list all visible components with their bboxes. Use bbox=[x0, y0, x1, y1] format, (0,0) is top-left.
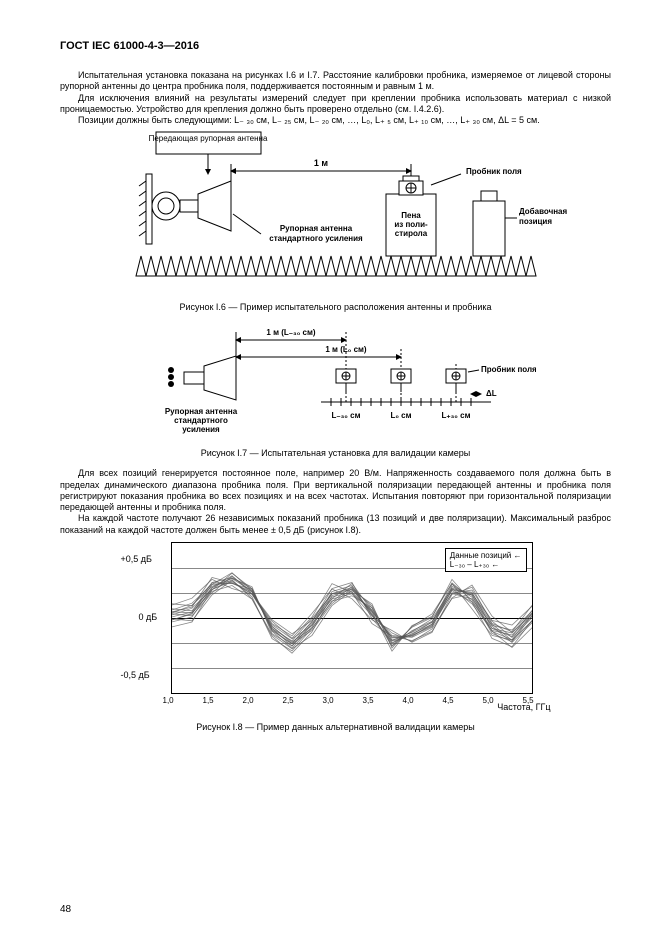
ylab-max: +0,5 дБ bbox=[121, 554, 152, 564]
page: ГОСТ IEC 61000-4-3—2016 Испытательная ус… bbox=[0, 0, 661, 935]
x-tick: 3,5 bbox=[363, 696, 374, 705]
mid-block: Для всех позиций генерируется постоянное… bbox=[60, 468, 611, 536]
x-tick: 4,5 bbox=[443, 696, 454, 705]
fig7-horn1: Рупорная антенна bbox=[164, 407, 237, 416]
ylab-mid: 0 дБ bbox=[139, 612, 158, 622]
fig6-label-horn2: стандартного усиления bbox=[269, 234, 363, 243]
fig7-d1: 1 м (L₋₃₀ см) bbox=[266, 328, 315, 337]
fig7-horn2: стандартного bbox=[174, 416, 228, 425]
fig6-label-horn1: Рупорная антенна bbox=[279, 224, 352, 233]
x-tick: 2,0 bbox=[243, 696, 254, 705]
legend-line-1: Данные позиций ← bbox=[450, 551, 522, 560]
fig6-label-tx: Передающая рупорная антенна bbox=[148, 134, 267, 143]
fig6-label-add2: позиция bbox=[519, 217, 552, 226]
x-tick: 3,0 bbox=[323, 696, 334, 705]
fig7-probe-3 bbox=[446, 369, 466, 392]
doc-header: ГОСТ IEC 61000-4-3—2016 bbox=[60, 40, 611, 52]
fig6-label-probe: Пробник поля bbox=[466, 167, 522, 176]
x-tick: 5,0 bbox=[483, 696, 494, 705]
intro-p1: Испытательная установка показана на рису… bbox=[60, 70, 611, 93]
x-tick: 1,0 bbox=[163, 696, 174, 705]
mid-p1: Для всех позиций генерируется постоянное… bbox=[60, 468, 611, 513]
intro-block: Испытательная установка показана на рису… bbox=[60, 70, 611, 126]
fig7-caption: Рисунок I.7 — Испытательная установка дл… bbox=[60, 448, 611, 458]
fig7-delta: ΔL bbox=[486, 389, 497, 398]
x-tick: 1,5 bbox=[203, 696, 214, 705]
ylab-min: -0,5 дБ bbox=[121, 670, 150, 680]
fig7-probe-1 bbox=[336, 369, 356, 392]
figure-i6: Передающая рупорная антенна 1 м Пробник … bbox=[101, 126, 571, 296]
x-tick: 4,0 bbox=[403, 696, 414, 705]
fig7-horn3: усиления bbox=[182, 425, 220, 434]
fig7-tick-c: L₀ см bbox=[390, 411, 411, 420]
intro-p3: Позиции должны быть следующими: L₋ ₃₀ см… bbox=[60, 115, 611, 126]
intro-p2: Для исключения влияний на результаты изм… bbox=[60, 93, 611, 116]
legend-line-2: L₋₃₀ – L₊₃₀ ← bbox=[450, 560, 522, 569]
fig6-label-1m: 1 м bbox=[313, 158, 328, 168]
absorber-row bbox=[136, 256, 536, 276]
fig7-probe-2 bbox=[391, 369, 411, 392]
mid-p2: На каждой частоте получают 26 независимы… bbox=[60, 513, 611, 536]
fig8-caption: Рисунок I.8 — Пример данных альтернативн… bbox=[60, 722, 611, 732]
fig6-label-foam2: из поли- bbox=[394, 220, 428, 229]
fig7-tick-l: L₋₃₀ см bbox=[331, 411, 360, 420]
chart-plot: Данные позиций ← L₋₃₀ – L₊₃₀ ← bbox=[171, 542, 533, 694]
page-number: 48 bbox=[60, 904, 71, 915]
figure-i8: +0,5 дБ 0 дБ -0,5 дБ Данные позиций ← L₋… bbox=[121, 542, 551, 716]
fig7-tick-r: L₊₃₀ см bbox=[441, 411, 470, 420]
chart-legend: Данные позиций ← L₋₃₀ – L₊₃₀ ← bbox=[445, 548, 527, 572]
fig6-label-foam3: стирола bbox=[394, 229, 427, 238]
fig6-caption: Рисунок I.6 — Пример испытательного расп… bbox=[60, 302, 611, 312]
x-ticks-row: 1,01,52,02,53,03,54,04,55,05,5 bbox=[171, 694, 531, 716]
x-tick: 2,5 bbox=[283, 696, 294, 705]
fig6-label-foam1: Пена bbox=[401, 211, 421, 220]
figure-i7: 1 м (L₋₃₀ см) 1 м (L₀ см) Рупорная антен… bbox=[136, 322, 536, 442]
fig6-label-add1: Добавочная bbox=[519, 207, 568, 216]
x-axis-label: Частота, ГГц bbox=[497, 702, 550, 712]
fig7-probe-label: Пробник поля bbox=[481, 365, 536, 374]
